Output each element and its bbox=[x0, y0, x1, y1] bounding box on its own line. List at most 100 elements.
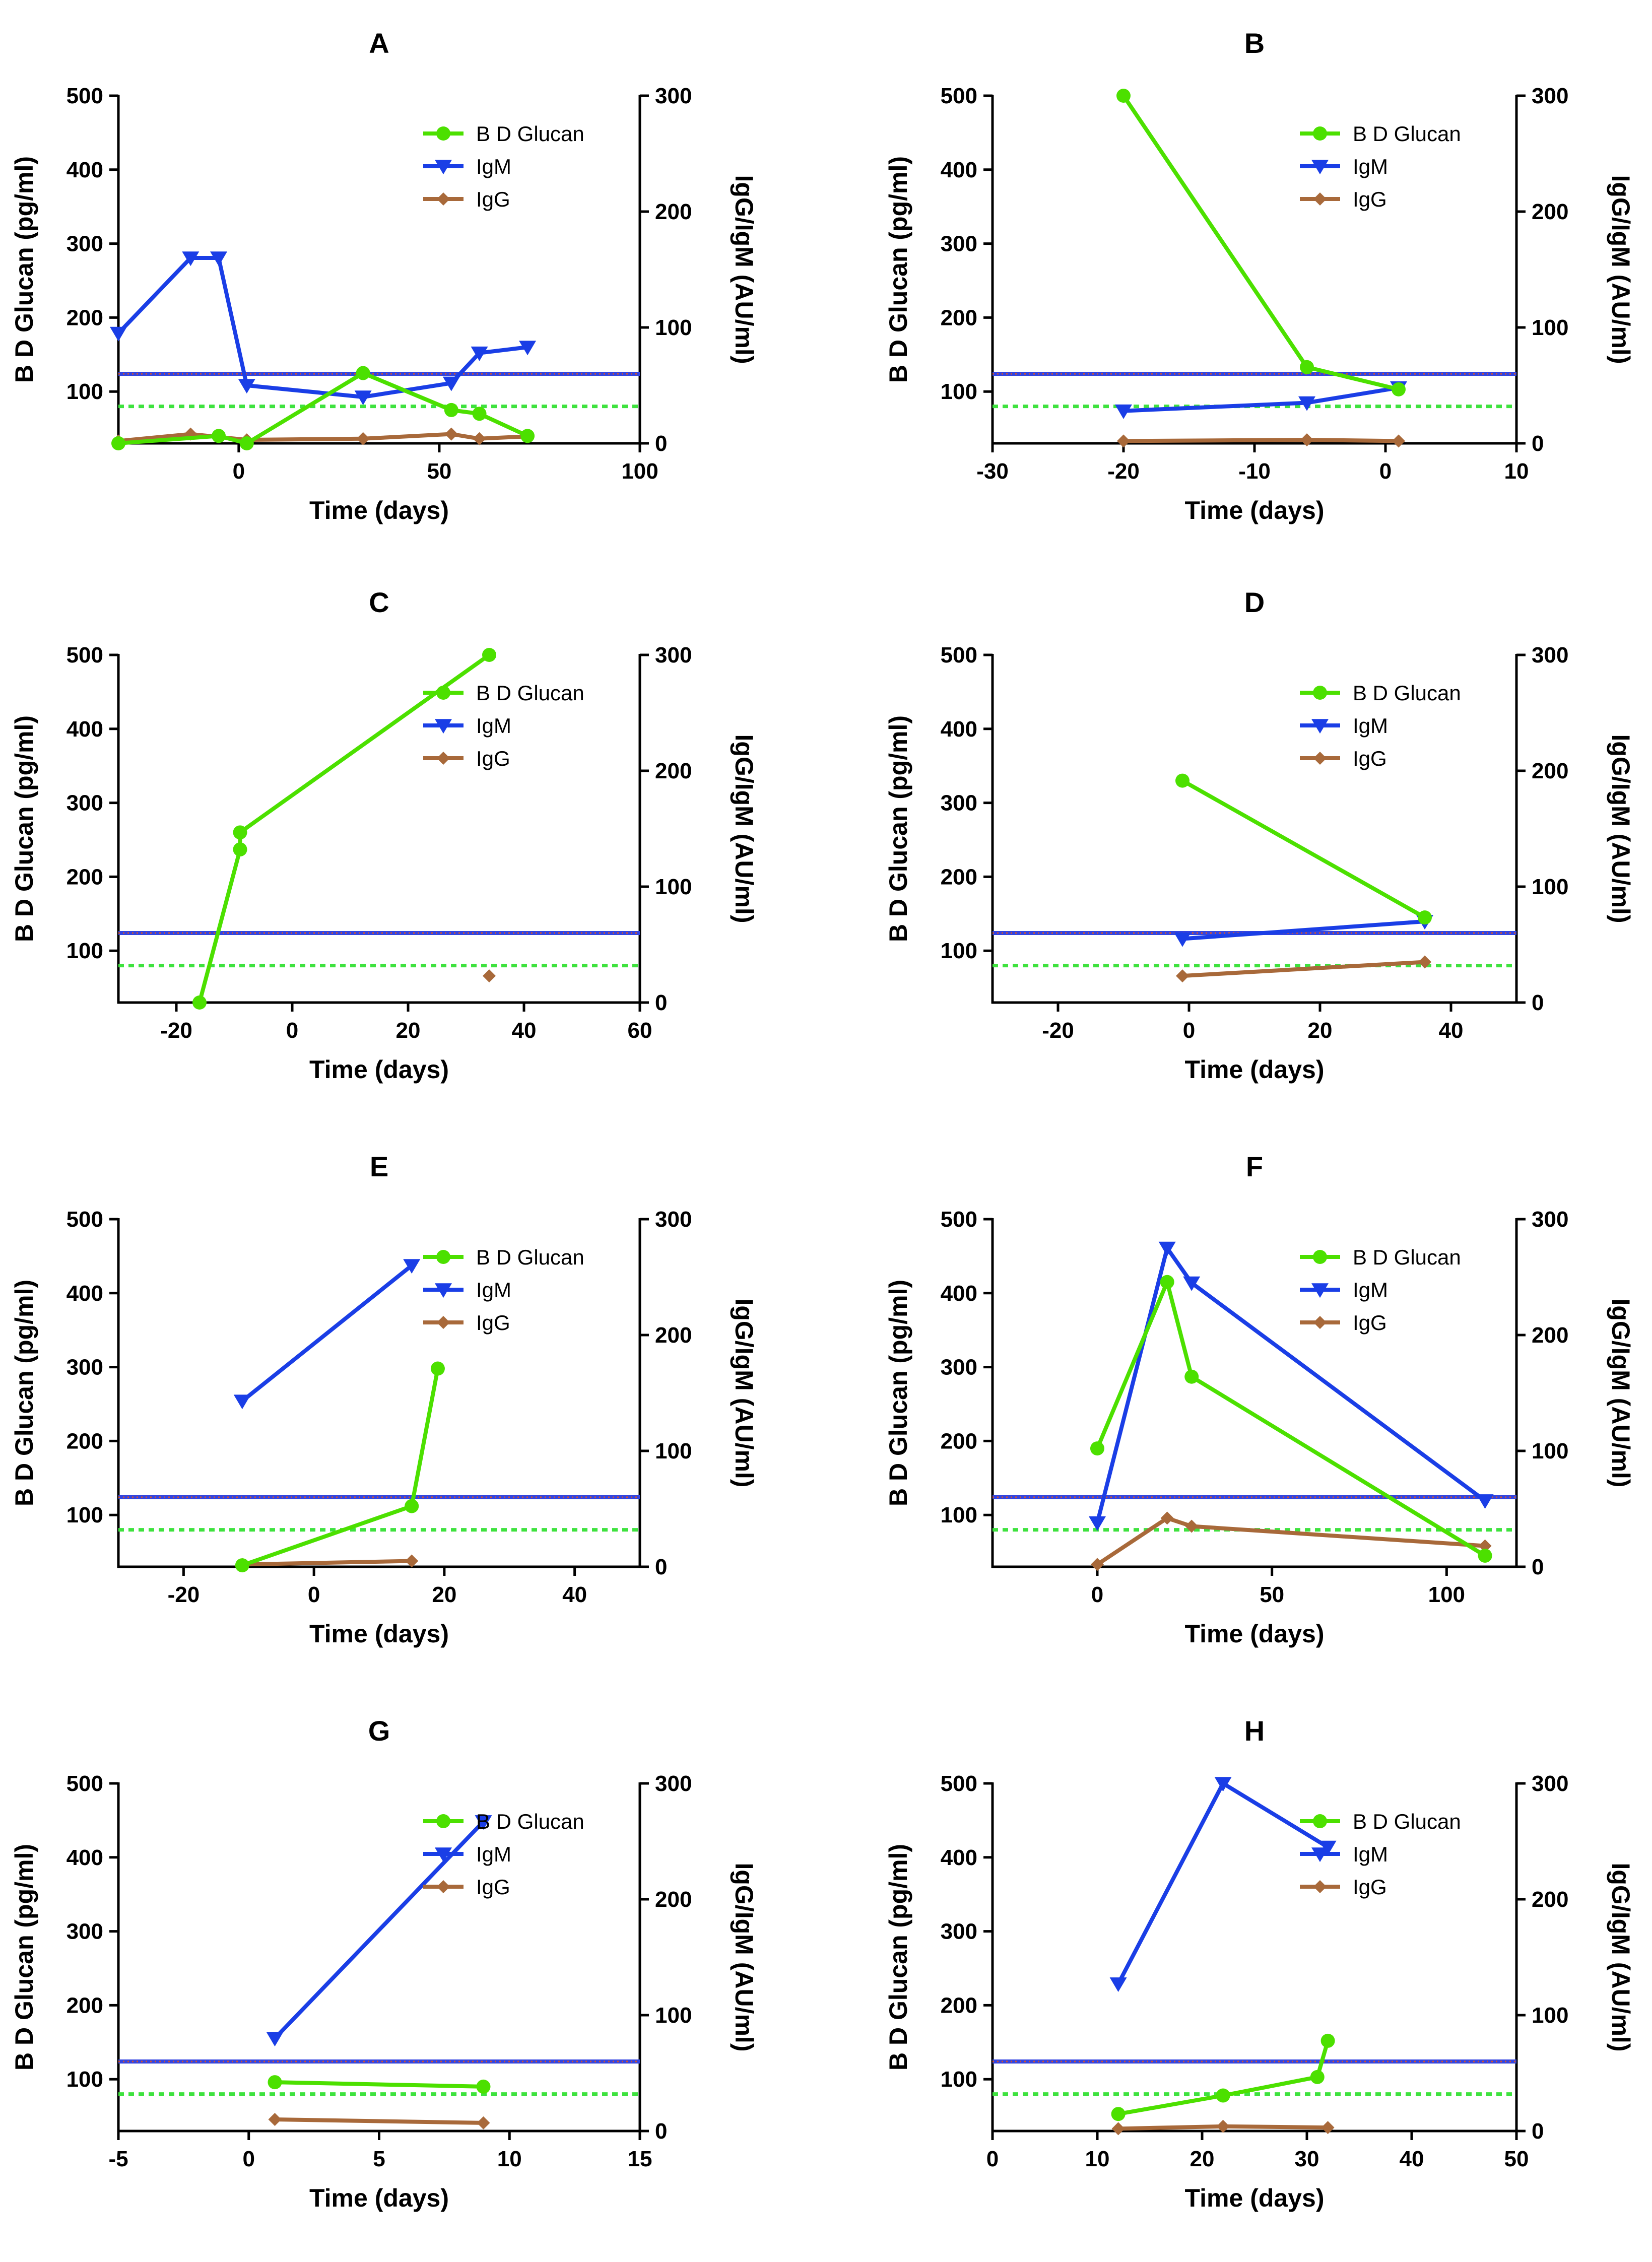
igm-point bbox=[110, 326, 127, 342]
legend-igg-marker bbox=[1313, 192, 1327, 206]
b-d-glucan-point bbox=[239, 436, 254, 450]
igg-point bbox=[268, 2113, 282, 2126]
x-axis-label: Time (days) bbox=[1185, 1055, 1325, 1084]
b-d-glucan-point bbox=[1184, 1369, 1199, 1384]
legend-igg-label: IgG bbox=[476, 1311, 510, 1335]
y-tick-label: 200 bbox=[941, 1993, 977, 2018]
x-tick-label: 0 bbox=[1091, 1582, 1103, 1607]
x-tick-label: -30 bbox=[976, 459, 1009, 484]
y-tick-label: 500 bbox=[941, 1207, 977, 1232]
y2-tick-label: 0 bbox=[655, 990, 667, 1015]
legend-igm-label: IgM bbox=[476, 714, 511, 738]
b-d-glucan-series-line bbox=[197, 653, 491, 1005]
igm-point bbox=[1183, 1276, 1201, 1291]
b-d-glucan-point bbox=[1392, 382, 1406, 396]
x-tick-label: 40 bbox=[562, 1582, 587, 1607]
igg-point bbox=[1160, 1511, 1174, 1525]
legend-igm-marker bbox=[1311, 160, 1329, 175]
y2-tick-label: 0 bbox=[655, 2119, 667, 2144]
y2-tick-label: 200 bbox=[655, 759, 692, 783]
igm-point bbox=[1089, 1516, 1106, 1531]
igg-series-line bbox=[1121, 438, 1401, 443]
y-tick-label: 100 bbox=[67, 1503, 103, 1527]
x-axis-label: Time (days) bbox=[309, 2184, 449, 2212]
legend-b-d-glucan-marker bbox=[1313, 1814, 1327, 1828]
y-tick-label: 300 bbox=[941, 1919, 977, 1944]
igg-point bbox=[1216, 2119, 1230, 2133]
chart-panel-e: E -20 0 20 40 100 200 300 400 500 0 100 200 300 Time (… bbox=[10, 1151, 758, 1648]
panel-title-g: G bbox=[368, 1715, 390, 1747]
x-tick-label: -20 bbox=[168, 1582, 200, 1607]
igm-point bbox=[233, 1394, 251, 1410]
y2-tick-label: 300 bbox=[655, 1207, 692, 1232]
x-axis-label: Time (days) bbox=[1185, 496, 1325, 524]
y2-tick-label: 300 bbox=[1532, 84, 1568, 108]
chart-panel-a: A 0 50 100 100 200 300 400 500 0 100 200 300 Time (da… bbox=[10, 27, 758, 524]
igg-series-line bbox=[273, 2117, 486, 2125]
y2-tick-label: 200 bbox=[655, 199, 692, 224]
legend-igm-label: IgM bbox=[1353, 714, 1388, 738]
b-d-glucan-point bbox=[1310, 2070, 1325, 2084]
y-tick-label: 100 bbox=[941, 939, 977, 963]
y-tick-label: 500 bbox=[941, 643, 977, 668]
y-tick-label: 400 bbox=[67, 1845, 103, 1870]
legend-b-d-glucan-marker bbox=[436, 1814, 450, 1828]
panel-title-f: F bbox=[1246, 1151, 1263, 1182]
legend-igg-marker bbox=[1313, 752, 1327, 765]
x-axis-label: Time (days) bbox=[309, 1620, 449, 1648]
y2-tick-label: 100 bbox=[1532, 1439, 1568, 1463]
y2-tick-label: 200 bbox=[1532, 1323, 1568, 1348]
b-d-glucan-point bbox=[212, 429, 226, 443]
b-d-glucan-point bbox=[444, 403, 458, 417]
y2-tick-label: 300 bbox=[1532, 643, 1568, 668]
chart-panel-c: C -20 0 20 40 60 100 200 300 400 500 0 100 200 300 Time… bbox=[10, 586, 758, 1084]
y2-axis-label: IgG/IgM (AU/ml) bbox=[1607, 1863, 1635, 2052]
y2-tick-label: 200 bbox=[655, 1323, 692, 1348]
y2-tick-label: 200 bbox=[1532, 759, 1568, 783]
y-axis-label: B D Glucan (pg/ml) bbox=[10, 156, 38, 383]
igm-point bbox=[475, 1815, 492, 1830]
igg-point bbox=[405, 1554, 419, 1568]
b-d-glucan-point bbox=[482, 648, 496, 662]
y-tick-label: 400 bbox=[67, 1281, 103, 1306]
x-tick-label: 30 bbox=[1295, 2147, 1319, 2171]
legend-igm-label: IgM bbox=[1353, 1278, 1388, 1302]
igg-point bbox=[1091, 1558, 1104, 1571]
legend-igm-label: IgM bbox=[476, 1842, 511, 1866]
legend-igm-label: IgM bbox=[1353, 155, 1388, 178]
y2-axis-label: IgG/IgM (AU/ml) bbox=[730, 735, 758, 923]
y-tick-label: 100 bbox=[67, 939, 103, 963]
igm-point bbox=[1115, 404, 1132, 419]
y-tick-label: 500 bbox=[67, 1771, 103, 1796]
x-tick-label: 100 bbox=[621, 459, 658, 484]
y2-tick-label: 100 bbox=[655, 315, 692, 340]
x-axis-label: Time (days) bbox=[1185, 2184, 1325, 2212]
b-d-glucan-point bbox=[476, 2079, 491, 2094]
b-d-glucan-point bbox=[1300, 360, 1314, 374]
legend-b-d-glucan-marker bbox=[436, 1250, 450, 1264]
legend-b-d-glucan-label: B D Glucan bbox=[476, 1810, 584, 1833]
y-axis-label: B D Glucan (pg/ml) bbox=[10, 1280, 38, 1506]
y2-tick-label: 0 bbox=[1532, 431, 1544, 456]
legend-igg-marker bbox=[437, 192, 450, 206]
igg-point bbox=[1418, 955, 1431, 969]
y2-tick-label: 0 bbox=[1532, 1555, 1544, 1579]
b-d-glucan-series-line bbox=[240, 1366, 440, 1568]
y-axis-label: B D Glucan (pg/ml) bbox=[884, 1844, 912, 2071]
y2-tick-label: 200 bbox=[655, 1887, 692, 1912]
igg-series-line bbox=[240, 1559, 414, 1567]
panel-title-e: E bbox=[370, 1151, 388, 1182]
b-d-glucan-point bbox=[1320, 2033, 1335, 2048]
x-tick-label: 20 bbox=[432, 1582, 456, 1607]
b-d-glucan-point bbox=[1090, 1441, 1104, 1456]
x-tick-label: -5 bbox=[108, 2147, 128, 2171]
y-tick-label: 200 bbox=[941, 305, 977, 330]
b-d-glucan-point bbox=[1116, 89, 1131, 103]
y-tick-label: 400 bbox=[941, 158, 977, 182]
legend-igg-marker bbox=[1313, 1316, 1327, 1329]
x-tick-label: 0 bbox=[1379, 459, 1392, 484]
legend-b-d-glucan-label: B D Glucan bbox=[1353, 122, 1461, 146]
y2-axis-label: IgG/IgM (AU/ml) bbox=[730, 1863, 758, 2052]
legend-igg-label: IgG bbox=[476, 747, 510, 770]
igg-point bbox=[356, 432, 370, 445]
